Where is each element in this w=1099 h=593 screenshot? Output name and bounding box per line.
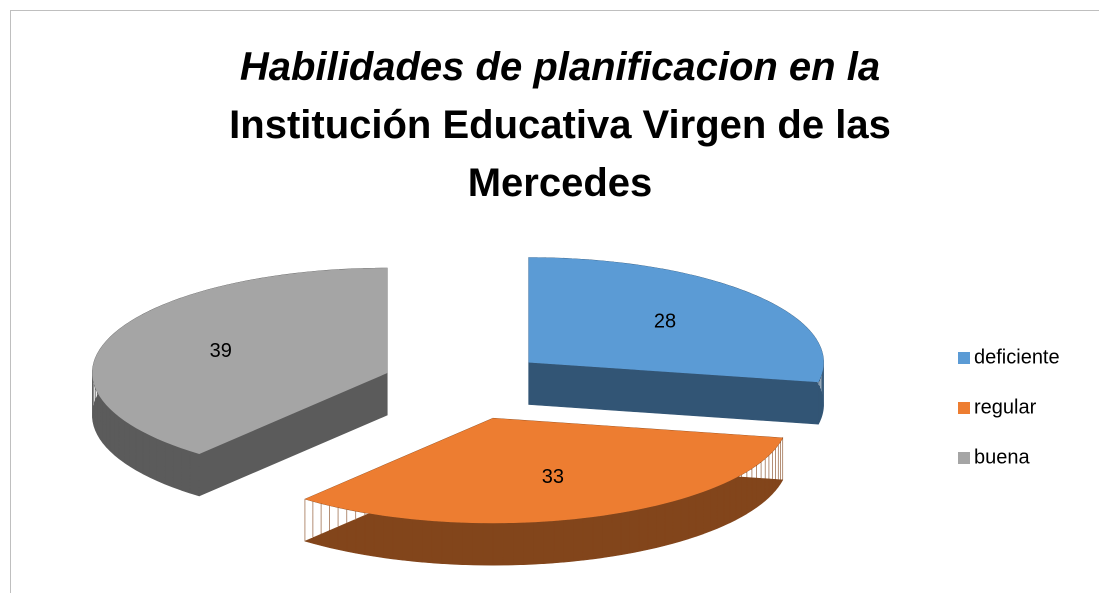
- slice-top: [528, 257, 824, 383]
- legend-label: deficiente: [974, 346, 1060, 368]
- title-line: Institución Educativa Virgen de las Merc…: [229, 103, 891, 205]
- slice-top: [304, 418, 783, 524]
- title-line: Habilidades de planificacion en la: [239, 45, 881, 89]
- legend-swatch: [958, 352, 970, 364]
- data-label: 28: [654, 311, 676, 333]
- legend-label: buena: [974, 446, 1030, 468]
- legend-swatch: [958, 402, 970, 414]
- slice-top: [92, 268, 388, 454]
- chart-frame: [10, 10, 1099, 593]
- data-label: 33: [542, 466, 564, 488]
- legend-label: regular: [974, 396, 1037, 418]
- data-label: 39: [210, 340, 232, 362]
- chart-title: Habilidades de planificacion en la Insti…: [180, 38, 940, 212]
- legend-swatch: [958, 452, 970, 464]
